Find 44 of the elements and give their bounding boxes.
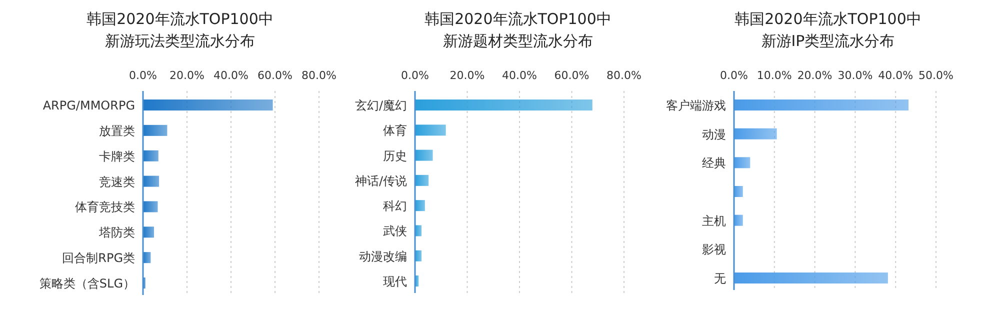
x-tick-label: 0.0%	[401, 69, 429, 82]
y-tick-label: 回合制RPG类	[62, 251, 135, 266]
chart-title: 韩国2020年流水TOP100中	[734, 10, 922, 28]
chart-title: 韩国2020年流水TOP100中	[86, 10, 274, 28]
y-tick-label: 科幻	[383, 199, 407, 214]
x-tick-label: 30.0%	[838, 69, 873, 82]
y-tick-label: 放置类	[99, 124, 135, 138]
x-tick-label: 20.0%	[797, 69, 832, 82]
y-tick-label: 武侠	[383, 224, 407, 238]
y-tick-label: 体育	[383, 124, 407, 138]
x-tick-label: 0.0%	[720, 69, 748, 82]
y-tick-label: 动漫改编	[359, 249, 407, 264]
x-tick-label: 20.0%	[170, 69, 204, 82]
y-tick-label: 卡牌类	[99, 149, 135, 164]
y-tick-label: 策略类（含SLG）	[39, 276, 135, 290]
x-tick-label: 40.0%	[214, 69, 248, 82]
y-tick-label: 经典	[702, 156, 726, 170]
y-tick-label: 竞速类	[99, 174, 135, 189]
y-tick-label: ARPG/MMORPG	[42, 98, 135, 112]
y-tick-label: 动漫	[702, 127, 726, 142]
y-tick-label: 体育竞技类	[75, 200, 135, 214]
x-tick-label: 80.0%	[302, 69, 336, 82]
x-tick-label: 40.0%	[878, 69, 914, 82]
x-tick-label: 80.0%	[606, 69, 642, 82]
y-tick-label: 主机	[702, 214, 726, 228]
x-tick-label: 60.0%	[554, 69, 590, 82]
chart-subtitle: 新游IP类型流水分布	[761, 32, 895, 50]
y-tick-label: 无	[714, 272, 726, 286]
x-tick-label: 20.0%	[450, 69, 485, 82]
x-tick-label: 10.0%	[756, 69, 792, 82]
chart-subtitle: 新游题材类型流水分布	[443, 32, 593, 50]
y-tick-label: 现代	[383, 274, 407, 288]
y-tick-label: 历史	[383, 148, 407, 163]
x-tick-label: 40.0%	[502, 69, 537, 82]
chart-title: 韩国2020年流水TOP100中	[424, 10, 612, 28]
x-tick-label: 60.0%	[258, 69, 292, 82]
y-tick-label: 玄幻/魔幻	[354, 98, 407, 112]
x-tick-label: 0.0%	[129, 69, 157, 82]
chart-subtitle: 新游玩法类型流水分布	[105, 32, 255, 50]
y-tick-label: 塔防类	[98, 226, 135, 240]
y-tick-label: 客户端游戏	[666, 98, 726, 112]
y-tick-label: 影视	[702, 242, 726, 257]
x-tick-label: 50.0%	[918, 69, 954, 82]
y-tick-label: 神话/传说	[354, 174, 407, 188]
